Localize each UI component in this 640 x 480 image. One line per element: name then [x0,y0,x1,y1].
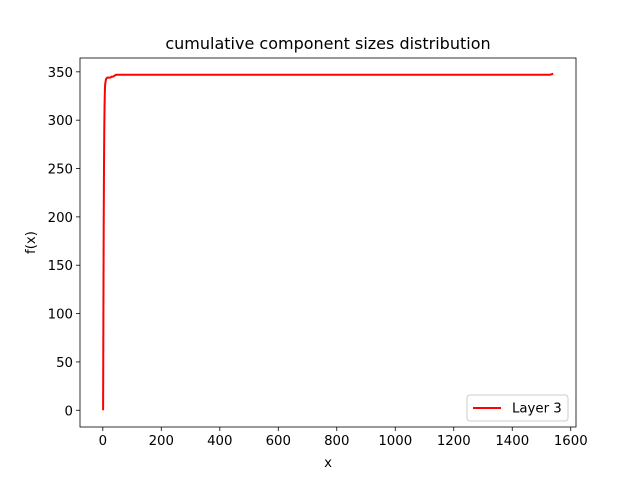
legend-box [466,394,569,422]
y-tick-label: 250 [48,163,73,178]
y-tick-label: 350 [48,66,73,81]
plot-area [102,72,554,411]
legend-label: Layer 3 [512,402,562,417]
y-tick-label: 150 [48,259,73,274]
y-tick-label: 50 [56,356,73,371]
x-tick-label: 600 [266,434,291,449]
series-line [102,72,554,411]
y-tick-label: 100 [48,308,73,323]
x-tick-label: 0 [99,434,107,449]
x-tick-label: 1400 [495,434,529,449]
x-tick-label: 200 [149,434,174,449]
y-tick-label: 300 [48,114,73,129]
axes-frame [79,57,577,428]
y-tick-label: 200 [48,211,73,226]
chart-title: cumulative component sizes distribution [165,34,490,53]
x-axis-label: x [324,456,332,471]
x-tick-label: 1000 [378,434,412,449]
x-tick-label: 1200 [437,434,471,449]
legend: Layer 3 [466,394,569,422]
axis-ticks: 0 200 400 600 800 1000 1200 1400 1600 0 50 100 150 20… [48,66,588,449]
y-tick-label: 0 [65,404,73,419]
y-axis-label: f(x) [24,231,39,254]
x-tick-label: 800 [324,434,349,449]
x-tick-label: 400 [207,434,232,449]
x-tick-label: 1600 [554,434,588,449]
